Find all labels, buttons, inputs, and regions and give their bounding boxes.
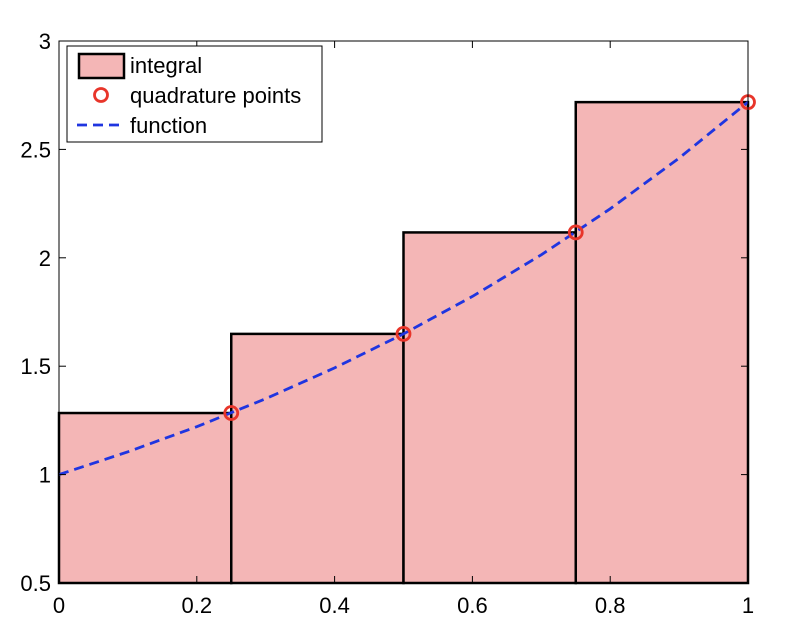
y-tick-label-0: 0.5	[20, 571, 51, 596]
x-tick-label-3: 0.6	[457, 593, 488, 618]
quadrature-point-1	[223, 405, 240, 421]
ticks-layer: 0 0.2 0.4 0.6 0.8 1 0.5 1 1.5 2 2.5 3	[20, 29, 754, 618]
legend-label-function: function	[130, 113, 207, 138]
quadrature-point-3	[567, 224, 584, 241]
x-tick-label-5: 1	[742, 593, 754, 618]
y-tick-label-4: 2.5	[20, 137, 51, 162]
y-tick-label-3: 2	[39, 246, 51, 271]
integral-bar-1	[57, 411, 233, 585]
quadrature-point-2	[395, 325, 412, 342]
legend-marker-quadrature-points	[93, 87, 109, 103]
plot-frame	[58, 40, 749, 584]
legend: integral quadrature points function	[66, 45, 323, 143]
bars-layer	[57, 100, 750, 585]
y-tick-label-5: 3	[39, 29, 51, 54]
x-tick-label-4: 0.8	[595, 593, 626, 618]
integral-bar-4	[574, 100, 750, 585]
x-tick-label-1: 0.2	[182, 593, 213, 618]
x-tick-label-2: 0.4	[319, 593, 350, 618]
function-line	[58, 101, 749, 476]
integral-bar-3	[402, 231, 577, 585]
y-tick-label-1: 1	[39, 463, 51, 488]
integral-bar-2	[230, 332, 405, 585]
y-tick-label-2: 1.5	[20, 354, 51, 379]
legend-label-integral: integral	[130, 53, 202, 78]
legend-swatch-integral	[77, 52, 126, 80]
legend-label-quadrature-points: quadrature points	[130, 83, 301, 108]
function-line-layer	[58, 101, 749, 476]
x-tick-label-0: 0	[53, 593, 65, 618]
